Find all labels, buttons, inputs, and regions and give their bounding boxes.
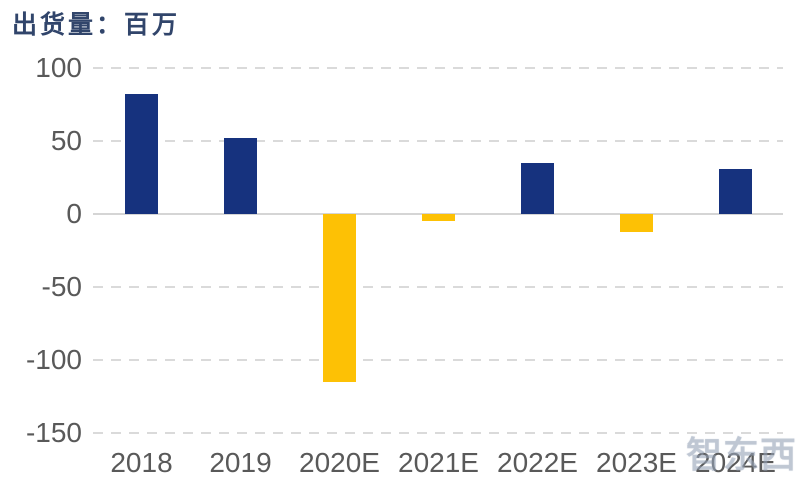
bar-2024E (719, 168, 752, 214)
gridline-100 (93, 67, 783, 69)
chart-title: 出货量：百万 (12, 11, 181, 39)
bar-2022E (521, 162, 554, 214)
bar-2023E (620, 214, 653, 232)
y-tick-0: 0 (66, 198, 82, 229)
gridline-50 (93, 140, 783, 142)
bar-2021E (422, 214, 455, 222)
y-tick--150: -150 (25, 417, 82, 448)
x-label-2023E: 2023E (596, 447, 677, 478)
gridline--50 (93, 286, 783, 288)
y-tick-100: 100 (35, 52, 82, 83)
bar-2019 (224, 138, 257, 214)
y-tick--50: -50 (41, 271, 82, 302)
gridline--100 (93, 359, 783, 361)
bar-2018 (125, 94, 158, 214)
gridline--150 (93, 432, 783, 434)
x-label-2020E: 2020E (299, 447, 380, 478)
x-label-2018: 2018 (110, 447, 173, 478)
x-label-2024E: 2024E (695, 447, 776, 478)
x-label-2022E: 2022E (497, 447, 578, 478)
y-tick-50: 50 (50, 125, 82, 156)
bar-2020E (323, 214, 356, 382)
x-label-2021E: 2021E (398, 447, 479, 478)
y-tick--100: -100 (25, 344, 82, 375)
x-label-2019: 2019 (209, 447, 272, 478)
